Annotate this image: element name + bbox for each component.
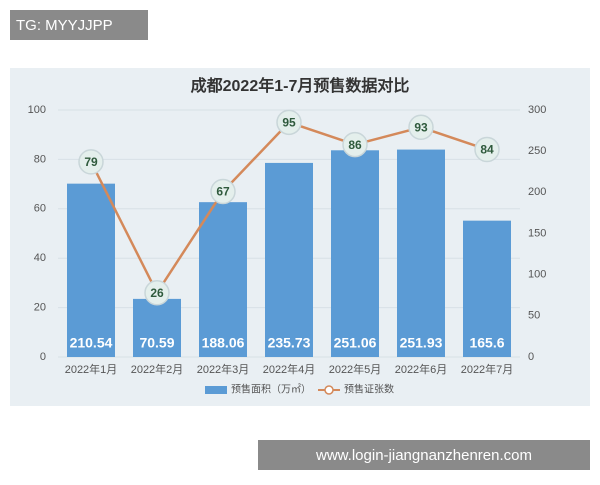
- y-tick-label: 40: [34, 252, 46, 264]
- bar-value-label: 70.59: [139, 335, 174, 351]
- y2-tick-label: 0: [528, 351, 534, 363]
- legend-label: 预售面积（万㎡）: [231, 383, 311, 396]
- overlay-text: www.login-jiangnanzhenren.com: [315, 447, 532, 464]
- y-tick-label: 80: [34, 153, 46, 165]
- bar: [265, 162, 313, 357]
- x-tick-label: 2022年7月: [461, 362, 514, 376]
- x-tick-label: 2022年1月: [65, 362, 118, 376]
- legend-swatch: [205, 386, 227, 394]
- line-value-label: 93: [414, 120, 428, 134]
- line-marker: [276, 109, 302, 136]
- y2-tick-label: 250: [528, 145, 546, 157]
- bar: [397, 149, 445, 357]
- bar: [133, 298, 181, 357]
- bar-value-label: 188.06: [202, 335, 245, 351]
- bar-value-label: 251.93: [400, 335, 443, 351]
- x-tick-label: 2022年2月: [131, 362, 184, 376]
- line-value-label: 95: [282, 116, 296, 130]
- line-value-label: 26: [150, 286, 164, 300]
- y2-tick-label: 100: [528, 269, 546, 281]
- legend-swatch: [324, 385, 334, 395]
- bar: [463, 220, 511, 357]
- chart-title: 成都2022年1-7月预售数据对比: [191, 76, 410, 95]
- x-tick-label: 2022年4月: [263, 362, 316, 376]
- y2-tick-label: 150: [528, 227, 546, 239]
- x-tick-label: 2022年5月: [329, 362, 382, 376]
- line-marker: [210, 178, 236, 205]
- bar: [67, 183, 115, 357]
- y-tick-label: 60: [34, 203, 46, 215]
- bar-value-label: 210.54: [70, 335, 113, 351]
- line-marker: [342, 131, 368, 158]
- line-value-label: 79: [84, 155, 98, 169]
- y2-tick-label: 50: [528, 310, 540, 322]
- line-marker: [474, 136, 500, 163]
- legend-label: 预售证张数: [344, 383, 394, 396]
- overlay-box: [258, 440, 590, 470]
- line-marker: [78, 149, 104, 175]
- line-value-label: 67: [216, 185, 230, 199]
- bar: [199, 202, 247, 357]
- x-tick-label: 2022年3月: [197, 362, 250, 376]
- y-tick-label: 100: [28, 104, 46, 116]
- bar: [331, 150, 379, 357]
- y2-tick-label: 300: [528, 104, 546, 116]
- bar-value-label: 251.06: [334, 335, 377, 351]
- line-marker: [144, 280, 170, 306]
- line-marker: [408, 114, 434, 141]
- bar-value-label: 235.73: [268, 335, 311, 351]
- y-tick-label: 20: [34, 302, 46, 314]
- line-value-label: 84: [480, 143, 494, 157]
- bar-value-label: 165.6: [469, 335, 504, 351]
- x-tick-label: 2022年6月: [395, 362, 448, 376]
- overlay-text: TG: MYYJJPP: [16, 17, 113, 34]
- y2-tick-label: 200: [528, 186, 546, 198]
- line-value-label: 86: [348, 138, 362, 152]
- y-tick-label: 0: [40, 351, 46, 363]
- overlay-box: [10, 10, 148, 40]
